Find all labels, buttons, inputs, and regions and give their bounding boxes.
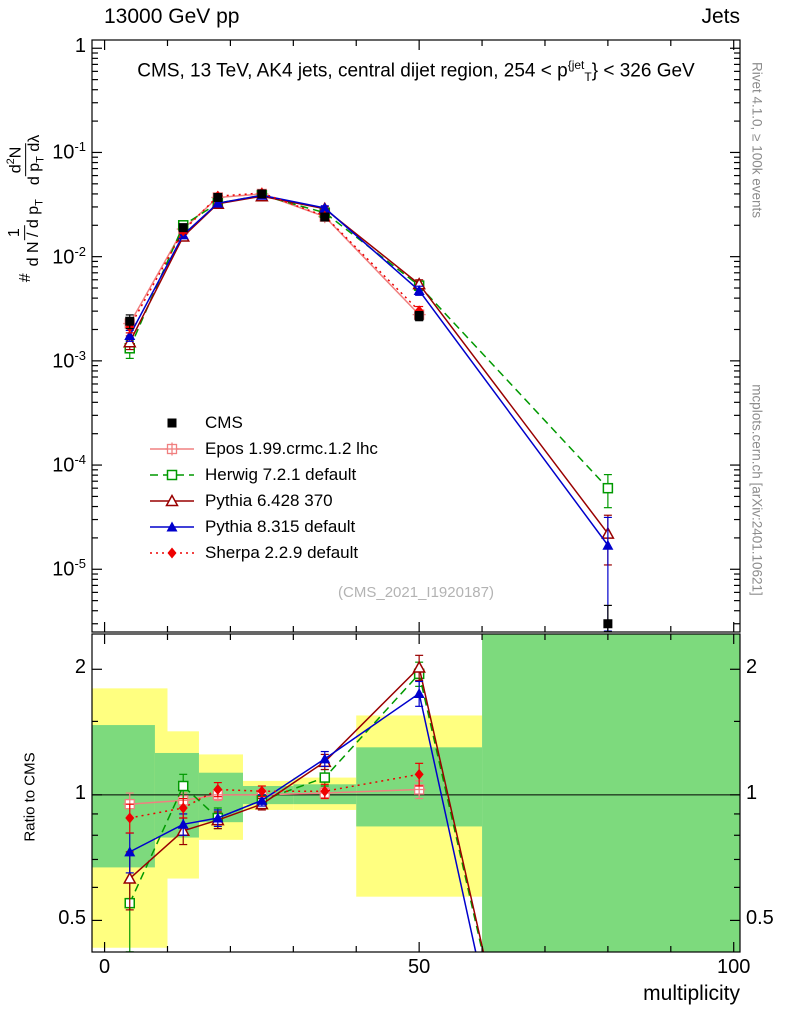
data-marker <box>256 794 268 805</box>
uncertainty-band-inner <box>482 634 740 952</box>
legend-label: CMS <box>205 413 243 432</box>
data-marker <box>178 802 188 814</box>
series-point <box>256 794 268 805</box>
series-point <box>257 785 267 797</box>
legend-label: Epos 1.99.crmc.1.2 lhc <box>205 439 378 458</box>
data-marker <box>122 871 137 884</box>
series-point <box>602 482 614 494</box>
data-marker <box>602 539 614 550</box>
diamond-filled-icon <box>150 547 194 559</box>
data-marker <box>213 192 223 202</box>
series-point <box>320 785 330 797</box>
series-point <box>177 780 189 792</box>
ratio-panel-frame <box>91 633 741 953</box>
series-point <box>125 812 135 824</box>
series-line-ratio <box>129 788 420 805</box>
legend-entry: Pythia 8.315 default <box>148 514 378 540</box>
data-marker <box>177 818 189 829</box>
series-point <box>319 772 331 783</box>
series-point <box>320 212 330 222</box>
legend-entry: Sherpa 2.2.9 default <box>148 540 378 566</box>
series-line-top <box>129 192 420 328</box>
legend-entry: Epos 1.99.crmc.1.2 lhc <box>148 436 378 462</box>
data-marker <box>257 785 267 797</box>
series-point <box>413 687 425 698</box>
series-point <box>213 192 223 202</box>
data-marker <box>603 619 613 629</box>
square-open-icon <box>150 469 194 481</box>
series-point <box>603 619 613 629</box>
data-marker <box>125 316 135 326</box>
series-point <box>319 202 331 213</box>
series-point <box>124 330 136 341</box>
data-marker <box>414 311 424 321</box>
series-point <box>125 316 135 326</box>
data-marker <box>319 202 331 213</box>
series-point <box>124 846 136 857</box>
series-point <box>212 812 224 823</box>
legend-label: Pythia 8.315 default <box>205 517 356 536</box>
series-point <box>412 660 426 673</box>
data-marker <box>257 189 267 199</box>
series-point <box>177 818 189 829</box>
triangle-filled-icon <box>150 521 194 532</box>
uncertainty-band-inner <box>92 725 155 868</box>
legend-entry: Pythia 6.428 370 <box>148 488 378 514</box>
data-marker <box>166 469 178 481</box>
data-marker <box>213 783 223 795</box>
data-marker <box>167 547 177 559</box>
data-marker <box>177 780 189 792</box>
square-cross-icon <box>150 442 194 456</box>
series-line-top <box>129 193 420 324</box>
series-point <box>212 197 224 208</box>
series-line-ratio <box>129 773 420 819</box>
series-point <box>213 783 223 795</box>
series-point <box>178 802 188 814</box>
data-marker <box>320 212 330 222</box>
series-point <box>178 223 188 233</box>
legend-label: Pythia 6.428 370 <box>205 491 333 510</box>
series-point <box>414 768 424 780</box>
triangle-open-icon <box>150 493 194 507</box>
data-marker <box>212 197 224 208</box>
series-point <box>414 311 424 321</box>
data-marker <box>166 521 178 532</box>
data-marker <box>602 482 614 494</box>
square-filled-icon <box>167 418 177 428</box>
data-marker <box>165 493 179 507</box>
data-marker <box>320 785 330 797</box>
top-panel-frame <box>91 39 741 633</box>
data-marker <box>178 223 188 233</box>
series-point <box>122 871 137 884</box>
data-marker <box>413 285 425 296</box>
legend-entry: Herwig 7.2.1 default <box>148 462 378 488</box>
data-marker <box>414 768 424 780</box>
series-point <box>602 539 614 550</box>
legend-entry: CMS <box>148 410 378 436</box>
data-marker <box>412 660 426 673</box>
series-point <box>319 753 331 764</box>
data-marker <box>124 846 136 857</box>
legend-label: Herwig 7.2.1 default <box>205 465 357 484</box>
series-point <box>257 189 267 199</box>
data-marker <box>319 772 331 783</box>
data-marker <box>319 753 331 764</box>
data-marker <box>212 812 224 823</box>
data-marker <box>413 687 425 698</box>
data-marker <box>125 812 135 824</box>
series-point <box>413 285 425 296</box>
data-marker <box>124 330 136 341</box>
data-marker <box>167 418 177 428</box>
legend-label: Sherpa 2.2.9 default <box>205 543 359 562</box>
legend: CMS Epos 1.99.crmc.1.2 lhc Herwig 7.2.1 de… <box>148 410 378 566</box>
